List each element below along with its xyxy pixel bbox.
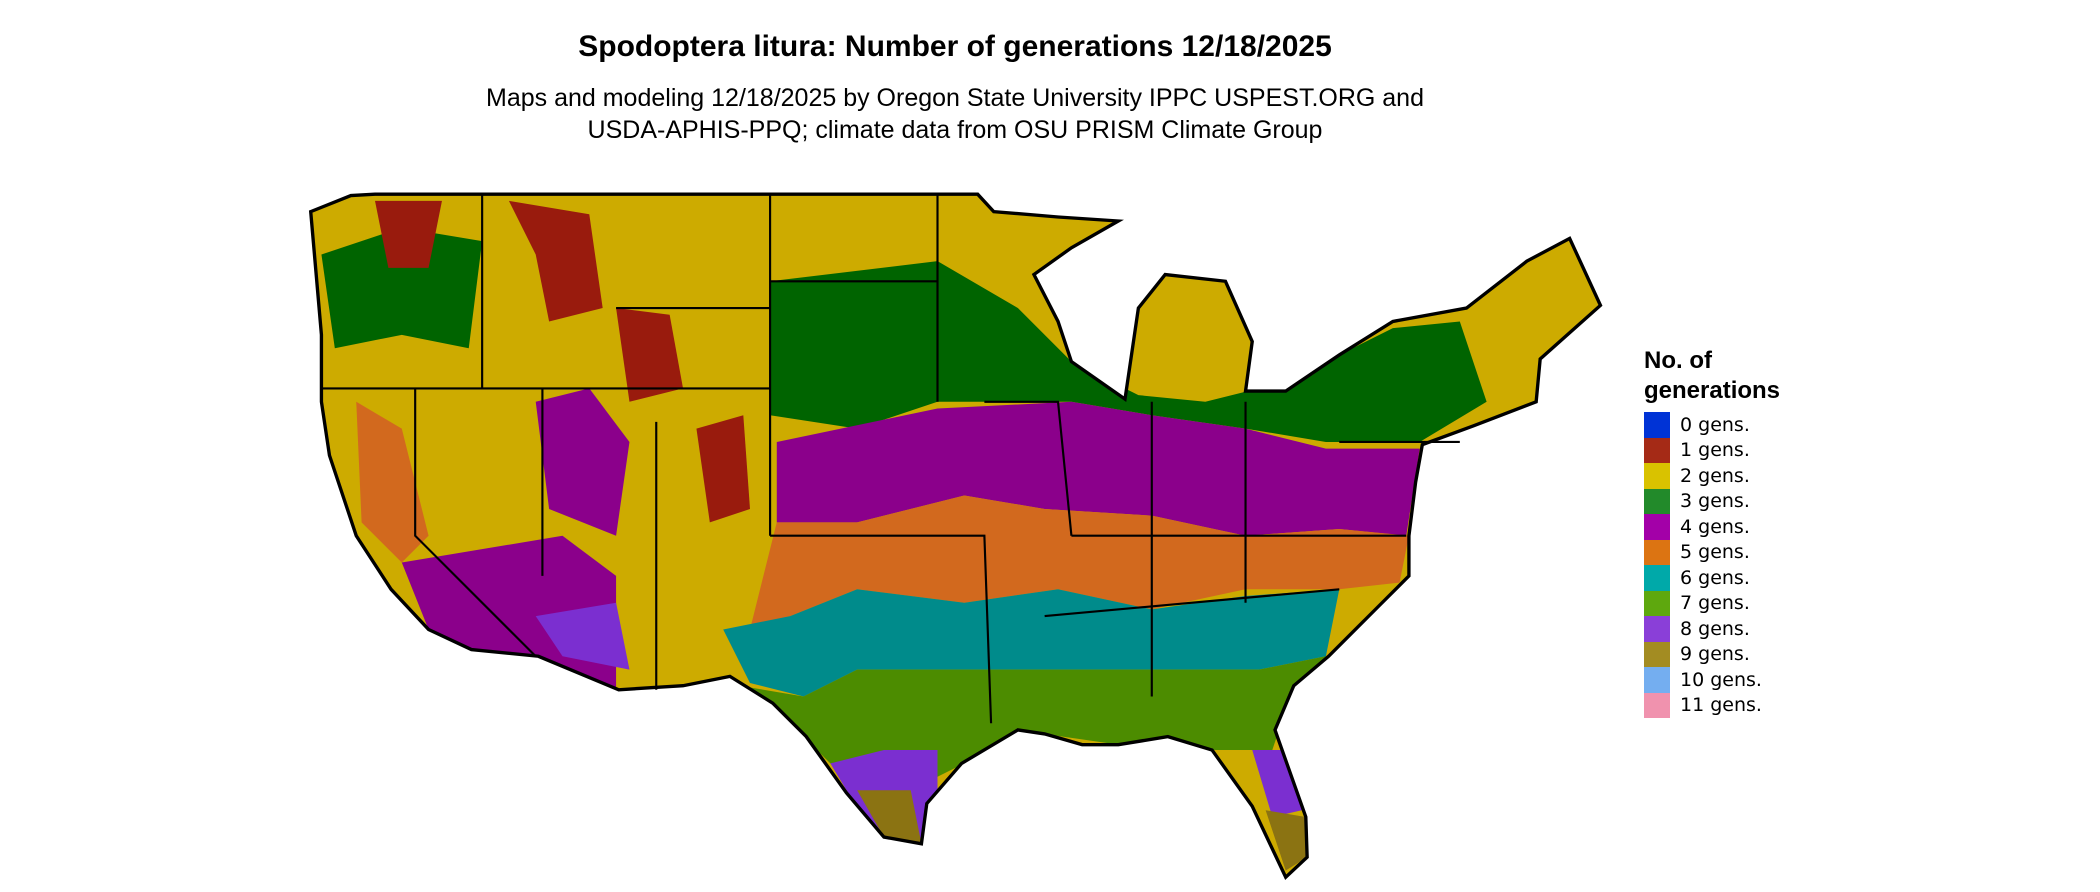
legend-swatch — [1644, 641, 1670, 667]
zone-1-gens-wyoming — [616, 308, 684, 402]
zone-9-gens-texas — [857, 790, 922, 844]
legend-title: No. of generations — [1644, 346, 1780, 406]
zone-1-gens-colorado — [696, 415, 750, 523]
us-outline — [308, 192, 1603, 881]
legend-swatch — [1644, 616, 1670, 642]
legend-swatch — [1644, 488, 1670, 514]
legend-item: 4 gens. — [1644, 514, 1780, 540]
legend-item: 0 gens. — [1644, 412, 1780, 438]
legend-swatch — [1644, 437, 1670, 463]
zone-4-gens-utah — [535, 388, 630, 536]
legend-label: 4 gens. — [1680, 515, 1750, 538]
zone-3-gens-midwest — [770, 261, 1487, 442]
zone-8-gens-arizona — [535, 602, 630, 670]
legend-label: 3 gens. — [1680, 490, 1750, 513]
legend-swatch — [1644, 514, 1670, 540]
legend-swatch — [1644, 692, 1670, 718]
zone-9-gens-florida — [1265, 810, 1308, 871]
legend-item: 8 gens. — [1644, 616, 1780, 642]
legend-label: 9 gens. — [1680, 643, 1750, 666]
state-border — [414, 388, 537, 658]
state-borders — [321, 194, 1460, 724]
legend-label: 7 gens. — [1680, 592, 1750, 615]
legend: No. of generations 0 gens. 1 gens. 2 gens.… — [1644, 346, 1780, 718]
legend-title-line2: generations — [1644, 377, 1781, 404]
legend-item: 9 gens. — [1644, 641, 1780, 667]
zone-3-gens-northwest — [321, 227, 483, 349]
legend-title-line1: No. of — [1644, 347, 1712, 374]
legend-item: 7 gens. — [1644, 590, 1780, 616]
legend-label: 10 gens. — [1680, 668, 1762, 691]
state-border — [984, 400, 1073, 536]
legend-item: 6 gens. — [1644, 565, 1780, 591]
state-border — [770, 534, 993, 724]
legend-swatch — [1644, 539, 1670, 565]
zone-1-gens-rockies — [508, 200, 603, 322]
legend-swatch — [1644, 590, 1670, 616]
legend-label: 0 gens. — [1680, 413, 1750, 436]
legend-label: 8 gens. — [1680, 617, 1750, 640]
legend-item: 3 gens. — [1644, 488, 1780, 514]
legend-item: 11 gens. — [1644, 692, 1780, 718]
map-subtitle-line2: USDA-APHIS-PPQ; climate data from OSU PR… — [587, 116, 1323, 144]
legend-swatch — [1644, 463, 1670, 489]
legend-label: 1 gens. — [1680, 439, 1750, 462]
legend-label: 5 gens. — [1680, 541, 1750, 564]
map-title: Spodoptera litura: Number of generations… — [578, 30, 1332, 63]
legend-swatch — [1644, 412, 1670, 438]
legend-swatch — [1644, 667, 1670, 693]
legend-item: 2 gens. — [1644, 463, 1780, 489]
zone-1-gens-cascades — [375, 200, 442, 268]
zone-5-gens-california — [356, 401, 429, 563]
state-border — [1044, 588, 1340, 618]
zone-5-gens — [750, 495, 1409, 630]
legend-item: 5 gens. — [1644, 539, 1780, 565]
legend-label: 2 gens. — [1680, 464, 1750, 487]
legend-label: 6 gens. — [1680, 566, 1750, 589]
legend-item: 10 gens. — [1644, 667, 1780, 693]
legend-item: 1 gens. — [1644, 437, 1780, 463]
legend-label: 11 gens. — [1680, 694, 1762, 717]
zone-4-gens — [776, 401, 1420, 536]
map-subtitle-line1: Maps and modeling 12/18/2025 by Oregon S… — [486, 84, 1424, 112]
legend-swatch — [1644, 565, 1670, 591]
